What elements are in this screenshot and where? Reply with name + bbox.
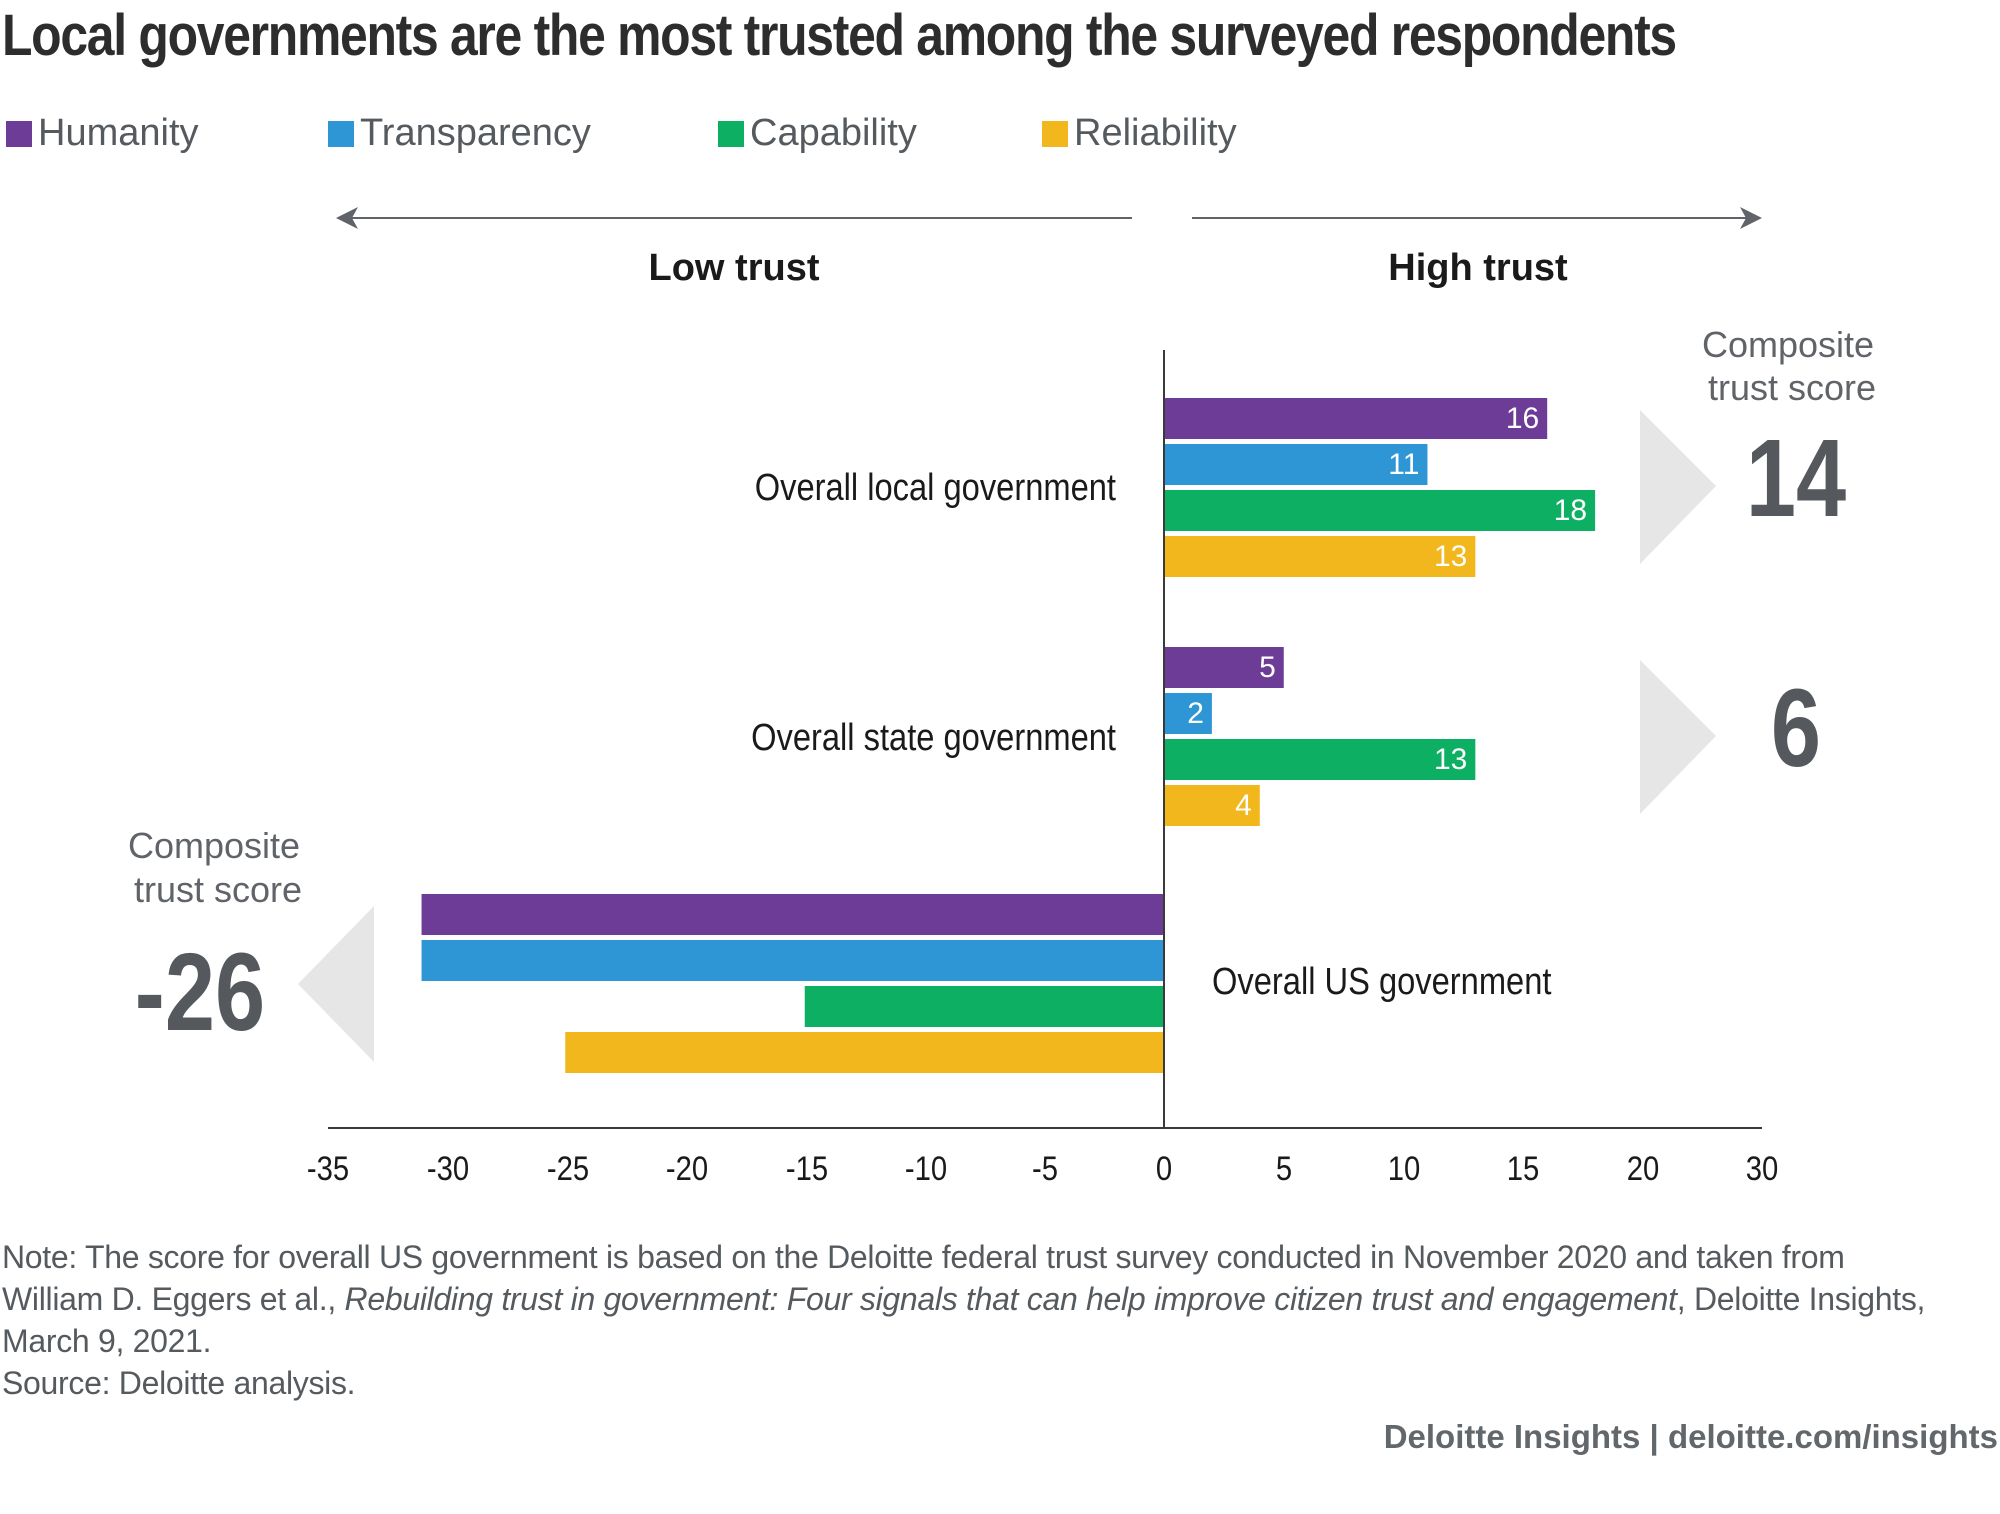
legend-swatch-transparency — [328, 120, 354, 147]
legend-swatch-reliability — [1042, 120, 1068, 147]
note-line2: William D. Eggers et al., Rebuilding tru… — [2, 1278, 1998, 1320]
legend-label-transparency: Transparency — [360, 112, 591, 154]
bar-overall-local-government-capability — [1164, 490, 1596, 531]
data-label-overall-local-government-transparency: 11 — [1388, 448, 1419, 481]
x-tick-label: -30 — [427, 1149, 469, 1188]
bar-overall-state-government-humanity — [1164, 647, 1284, 688]
x-tick-label: 0 — [1156, 1149, 1172, 1188]
legend-item-transparency: Transparency — [328, 112, 591, 155]
chart-title: Local governments are the most trusted a… — [2, 3, 1677, 68]
bar-overall-local-government-transparency — [1164, 444, 1428, 485]
composite-label-top-line1: Composite — [1702, 324, 1874, 365]
data-label-overall-state-government-capability: 13 — [1434, 743, 1467, 776]
x-axis: -35 -30 -25 -20 -15 -10 -5 0 5 10 15 20 30 — [307, 350, 1778, 1188]
x-tick-label: -5 — [1032, 1149, 1058, 1188]
note-line3: March 9, 2021. — [2, 1323, 212, 1359]
composite-label-bottom-line1: Composite — [128, 825, 300, 866]
x-tick-label: -20 — [666, 1149, 708, 1188]
legend-item-humanity: Humanity — [6, 112, 199, 155]
category-label-overall-local-government: Overall local government — [755, 466, 1116, 509]
x-tick-label: 15 — [1507, 1149, 1540, 1188]
composite-score-federal: -26 — [135, 932, 265, 1054]
x-tick-label: -15 — [786, 1149, 828, 1188]
bar-overall-local-government-reliability — [1164, 536, 1476, 577]
bar-overall-us-government-humanity — [421, 894, 1164, 935]
data-label-overall-state-government-humanity: 5 — [1259, 651, 1276, 684]
legend-label-capability: Capability — [750, 112, 917, 154]
composite-label-bottom-line2: trust score — [134, 869, 302, 910]
x-tick-label: 5 — [1276, 1149, 1292, 1188]
data-label-overall-local-government-reliability: 13 — [1434, 540, 1467, 573]
footer-credit: Deloitte Insights | deloitte.com/insight… — [1383, 1418, 1998, 1455]
composite-score-local: 14 — [1746, 418, 1846, 540]
footnote: Note: The score for overall US governmen… — [2, 1236, 1998, 1404]
chevron-left-icon — [298, 906, 374, 1062]
category-label-overall-state-government: Overall state government — [751, 716, 1116, 759]
bar-overall-us-government-transparency — [421, 940, 1164, 981]
x-tick-label: 10 — [1388, 1149, 1421, 1188]
x-tick-label: -25 — [547, 1149, 589, 1188]
data-label-overall-local-government-capability: 18 — [1554, 494, 1587, 527]
chevron-right-icon — [1640, 660, 1716, 814]
data-label-overall-state-government-transparency: 2 — [1187, 697, 1204, 730]
bars-layer: 16 11 18 13 5 2 13 4 — [421, 398, 1596, 1073]
note-line1: Note: The score for overall US governmen… — [2, 1239, 1845, 1275]
category-labels: Overall local government Overall state go… — [751, 466, 1552, 1003]
bar-overall-state-government-transparency — [1164, 693, 1212, 734]
legend-item-reliability: Reliability — [1042, 112, 1237, 155]
high-trust-label: High trust — [1388, 247, 1568, 289]
legend-label-reliability: Reliability — [1074, 112, 1237, 154]
legend-item-capability: Capability — [718, 112, 917, 155]
composite-score-state: 6 — [1771, 668, 1821, 790]
x-tick-label: 20 — [1627, 1149, 1660, 1188]
legend-swatch-humanity — [6, 120, 32, 147]
bar-overall-state-government-reliability — [1164, 785, 1260, 826]
bar-overall-us-government-capability — [804, 986, 1164, 1027]
legend-swatch-capability — [718, 120, 744, 147]
x-tick-label: -10 — [905, 1149, 947, 1188]
data-label-overall-state-government-reliability: 4 — [1235, 789, 1252, 822]
low-trust-label: Low trust — [649, 247, 820, 289]
high-trust-arrow — [1192, 207, 1762, 229]
x-tick-label: 30 — [1746, 1149, 1779, 1188]
legend-label-humanity: Humanity — [38, 112, 199, 154]
bar-overall-us-government-reliability — [565, 1032, 1164, 1073]
chevron-right-icon — [1640, 410, 1716, 564]
note-line2-pre: William D. Eggers et al., — [2, 1281, 345, 1317]
bar-overall-state-government-capability — [1164, 739, 1476, 780]
composite-label-top-line2: trust score — [1708, 367, 1876, 408]
note-line2-post: , Deloitte Insights, — [1676, 1281, 1926, 1317]
x-tick-label: -35 — [307, 1149, 349, 1188]
note-report-title: Rebuilding trust in government: Four sig… — [344, 1281, 1678, 1317]
bar-overall-local-government-humanity — [1164, 398, 1548, 439]
source-line: Source: Deloitte analysis. — [2, 1365, 356, 1401]
data-label-overall-local-government-humanity: 16 — [1506, 402, 1539, 435]
category-label-overall-us-government: Overall US government — [1212, 960, 1552, 1003]
low-trust-arrow — [336, 207, 1132, 229]
